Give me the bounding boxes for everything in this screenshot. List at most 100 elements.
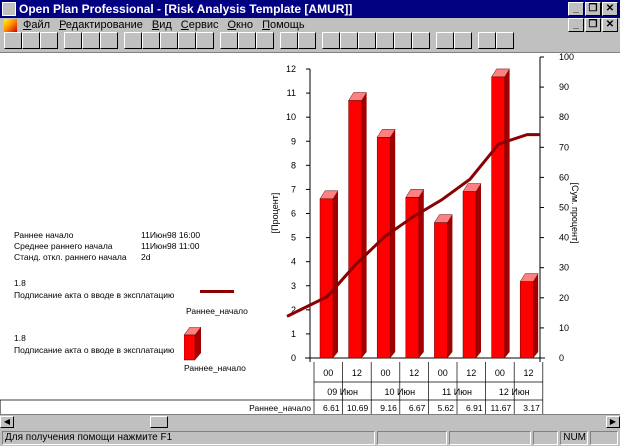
link-icon[interactable] [358, 32, 376, 49]
stat-label: Станд. откл. раннего начала [14, 252, 127, 262]
scroll-left-button[interactable]: ◀ [0, 416, 14, 428]
data-label: 6.61 [323, 403, 340, 413]
menu-file[interactable]: Файл [23, 19, 51, 31]
y2-tick-label: 90 [559, 82, 569, 92]
status-pane [533, 430, 559, 445]
y2-axis-label: [Сум. процент] [570, 182, 580, 243]
histogram-icon[interactable] [256, 32, 274, 49]
bar-side [333, 190, 338, 358]
legend-bar-swatch [184, 327, 202, 361]
row-series-label: Раннее_начало [249, 403, 311, 413]
y-tick-label: 4 [291, 257, 296, 267]
bar [348, 100, 362, 359]
zoom-icon[interactable] [436, 32, 454, 49]
stat-value: 11Июн98 16:00 [141, 230, 201, 240]
scroll-right-button[interactable]: ▶ [606, 416, 620, 428]
y-axis-label: [Процент] [270, 193, 280, 234]
save-icon[interactable] [40, 32, 58, 49]
menu-edit[interactable]: Редактирование [59, 19, 143, 31]
data-label: 11.67 [491, 403, 512, 413]
coin-icon[interactable] [280, 32, 298, 49]
bar [434, 222, 448, 359]
y2-tick-label: 40 [559, 233, 569, 243]
expand-icon[interactable] [478, 32, 496, 49]
legend-activity: Подписание акта о вводе в эксплатацию [14, 290, 175, 300]
data-label: 6.67 [409, 403, 426, 413]
bar-side [504, 68, 510, 358]
menu-bar: Файл Редактирование Вид Сервис Окно Помо… [0, 18, 620, 32]
horizontal-scrollbar[interactable]: ◀ ▶ [0, 414, 620, 428]
remove-icon[interactable] [340, 32, 358, 49]
paste-icon[interactable] [100, 32, 118, 49]
add-icon[interactable] [322, 32, 340, 49]
bar [405, 197, 420, 359]
up-icon[interactable] [412, 32, 430, 49]
bar [491, 76, 505, 359]
export-icon[interactable] [160, 32, 178, 49]
doc-minimize-button[interactable]: _ [568, 18, 584, 32]
clock-icon[interactable] [220, 32, 238, 49]
new-icon[interactable] [4, 32, 22, 49]
y-tick-label: 9 [291, 136, 296, 146]
app-icon [2, 2, 16, 16]
legend-series: Раннее_начало [186, 306, 248, 316]
x-tick-label: 00 [380, 368, 390, 378]
print-preview-icon[interactable] [142, 32, 160, 49]
y-tick-label: 5 [291, 233, 296, 243]
down-icon[interactable] [394, 32, 412, 49]
close-button[interactable]: ✕ [602, 2, 618, 16]
y2-tick-label: 20 [559, 293, 569, 303]
y-tick-label: 12 [286, 64, 296, 74]
x-group-label: 09 Июн [327, 387, 358, 397]
y-tick-label: 1 [291, 329, 296, 339]
x-group-label: 11 Июн [442, 387, 472, 397]
y2-tick-label: 60 [559, 172, 569, 182]
x-tick-label: 00 [438, 368, 448, 378]
legend-line-swatch [200, 290, 234, 293]
y2-tick-label: 30 [559, 263, 569, 273]
resource-icon[interactable] [238, 32, 256, 49]
open-icon[interactable] [22, 32, 40, 49]
restore-button[interactable]: ❐ [585, 2, 601, 16]
document-icon[interactable] [4, 18, 17, 32]
unlink-icon[interactable] [376, 32, 394, 49]
x-tick-label: 12 [466, 368, 476, 378]
status-pane [448, 430, 532, 445]
scroll-thumb[interactable] [150, 416, 168, 428]
bar-side [361, 92, 367, 358]
collapse-icon[interactable] [496, 32, 514, 49]
cumulative-line [286, 133, 540, 318]
doc-close-button[interactable]: ✕ [602, 18, 618, 32]
context-help-icon[interactable] [196, 32, 214, 49]
status-bar: Для получения помощи нажмите F1 NUM [0, 429, 620, 446]
y-tick-label: 10 [286, 112, 296, 122]
copy-icon[interactable] [82, 32, 100, 49]
bar [319, 198, 334, 359]
cut-icon[interactable] [64, 32, 82, 49]
x-tick-label: 12 [409, 368, 419, 378]
menu-help[interactable]: Помощь [262, 19, 305, 31]
menu-window[interactable]: Окно [227, 19, 254, 31]
percent-icon[interactable] [298, 32, 316, 49]
chart-view: Раннее начало 11Июн98 16:00 Среднее ранн… [0, 52, 620, 415]
x-tick-label: 12 [352, 368, 362, 378]
toolbar [4, 32, 514, 50]
notes-icon[interactable] [454, 32, 472, 49]
data-label: 9.16 [380, 403, 397, 413]
stat-value: 11Июн98 11:00 [141, 241, 200, 251]
x-group-label: 12 Июн [499, 387, 530, 397]
menu-tools[interactable]: Сервис [180, 19, 219, 31]
status-pane [377, 430, 447, 445]
bar-side [447, 214, 453, 358]
bar-side [418, 189, 424, 358]
help-icon[interactable] [178, 32, 196, 49]
y-tick-label: 7 [291, 184, 296, 194]
doc-restore-button[interactable]: ❐ [585, 18, 601, 32]
minimize-button[interactable]: _ [568, 2, 584, 16]
status-help-text: Для получения помощи нажмите F1 [2, 430, 376, 445]
menu-view[interactable]: Вид [151, 19, 172, 31]
x-group-label: 10 Июн [384, 387, 415, 397]
print-icon[interactable] [124, 32, 142, 49]
bar [376, 137, 391, 359]
y-tick-label: 11 [287, 88, 296, 98]
